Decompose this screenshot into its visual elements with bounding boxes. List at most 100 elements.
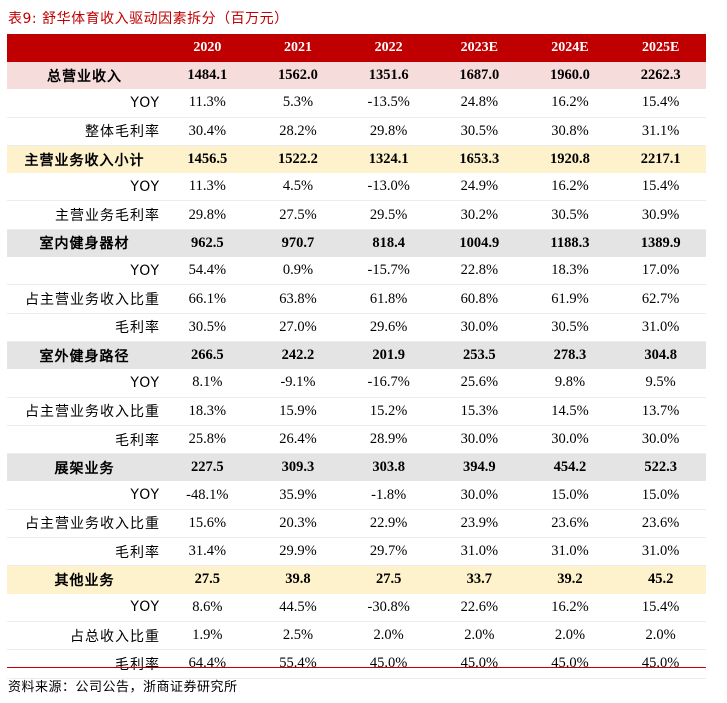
value-cell: 60.8%	[433, 284, 525, 314]
value-cell: 30.0%	[524, 425, 616, 455]
row-label: YOY	[7, 173, 162, 202]
row-label: 毛利率	[7, 649, 162, 679]
row-label: YOY	[7, 89, 162, 118]
value-cell: 0.9%	[252, 257, 344, 286]
table-row: 占主营业务收入比重 15.6% 20.3% 22.9% 23.9% 23.6% 23.6%	[7, 509, 706, 539]
table-row: 占总收入比重 1.9% 2.5% 2.0% 2.0% 2.0% 2.0%	[7, 621, 706, 651]
value-cell: 45.2	[615, 565, 706, 594]
value-cell: 22.8%	[433, 257, 525, 286]
table-row: 室外健身路径 266.5 242.2 201.9 253.5 278.3 304.8	[7, 341, 706, 370]
value-cell: 26.4%	[252, 425, 344, 455]
value-cell: 16.2%	[524, 593, 616, 622]
value-cell: 27.5	[343, 565, 434, 594]
header-cell	[7, 34, 162, 62]
value-cell: 201.9	[343, 341, 434, 370]
value-cell: 14.5%	[524, 397, 616, 426]
value-cell: 45.0%	[343, 649, 434, 679]
table-row: 主营业务收入小计 1456.5 1522.2 1324.1 1653.3 1920.8 22…	[7, 145, 706, 174]
value-cell: -13.5%	[343, 89, 434, 118]
value-cell: 27.0%	[252, 313, 344, 342]
table-row: 毛利率 30.5% 27.0% 29.6% 30.0% 30.5% 31.0%	[7, 313, 706, 342]
value-cell: 11.3%	[162, 89, 253, 118]
row-label: YOY	[7, 481, 162, 510]
value-cell: 303.8	[343, 453, 434, 482]
table-row: 总营业收入 1484.1 1562.0 1351.6 1687.0 1960.0 2262.…	[7, 62, 706, 90]
value-cell: 15.0%	[615, 481, 706, 510]
value-cell: 1522.2	[252, 145, 344, 174]
value-cell: -48.1%	[162, 481, 253, 510]
header-cell: 2025E	[615, 34, 706, 62]
value-cell: 45.0%	[615, 649, 706, 679]
value-cell: 24.9%	[433, 173, 525, 202]
value-cell: 30.5%	[524, 313, 616, 342]
row-label: YOY	[7, 593, 162, 622]
header-cell: 2022	[343, 34, 434, 62]
value-cell: 27.5	[162, 565, 253, 594]
value-cell: 55.4%	[252, 649, 344, 679]
table-bottom-rule	[7, 667, 706, 668]
value-cell: 2262.3	[615, 62, 706, 90]
value-cell: 39.8	[252, 565, 344, 594]
value-cell: 253.5	[433, 341, 525, 370]
value-cell: 9.8%	[524, 369, 616, 398]
row-label: 主营业务收入小计	[7, 145, 162, 174]
value-cell: 29.9%	[252, 537, 344, 567]
value-cell: 33.7	[433, 565, 525, 594]
table-row: 毛利率 31.4% 29.9% 29.7% 31.0% 31.0% 31.0%	[7, 537, 706, 567]
table-title: 表9: 舒华体育收入驱动因素拆分（百万元）	[8, 11, 289, 27]
value-cell: 30.5%	[433, 117, 525, 146]
value-cell: 29.8%	[162, 200, 253, 230]
value-cell: 9.5%	[615, 369, 706, 398]
value-cell: 25.8%	[162, 425, 253, 455]
value-cell: -15.7%	[343, 257, 434, 286]
value-cell: 5.3%	[252, 89, 344, 118]
value-cell: 1351.6	[343, 62, 434, 90]
value-cell: 23.6%	[615, 509, 706, 539]
value-cell: -9.1%	[252, 369, 344, 398]
row-label: YOY	[7, 369, 162, 398]
value-cell: 61.8%	[343, 284, 434, 314]
value-cell: 62.7%	[615, 284, 706, 314]
value-cell: 227.5	[162, 453, 253, 482]
table-row: YOY 8.1% -9.1% -16.7% 25.6% 9.8% 9.5%	[7, 369, 706, 398]
value-cell: 31.0%	[615, 313, 706, 342]
row-label: 毛利率	[7, 425, 162, 455]
value-cell: 30.0%	[615, 425, 706, 455]
table-row: 主营业务毛利率 29.8% 27.5% 29.5% 30.2% 30.5% 30.9%	[7, 200, 706, 230]
table-row: 展架业务 227.5 309.3 303.8 394.9 454.2 522.3	[7, 453, 706, 482]
row-label: 毛利率	[7, 313, 162, 342]
row-label: 室内健身器材	[7, 229, 162, 258]
value-cell: 16.2%	[524, 173, 616, 202]
value-cell: 1920.8	[524, 145, 616, 174]
value-cell: 242.2	[252, 341, 344, 370]
value-cell: 30.8%	[524, 117, 616, 146]
header-row: 2020 2021 2022 2023E 2024E 2025E	[7, 34, 706, 62]
value-cell: 15.0%	[524, 481, 616, 510]
value-cell: 45.0%	[433, 649, 525, 679]
value-cell: 29.6%	[343, 313, 434, 342]
table-row: 整体毛利率 30.4% 28.2% 29.8% 30.5% 30.8% 31.1%	[7, 117, 706, 146]
row-label: YOY	[7, 257, 162, 286]
value-cell: 15.2%	[343, 397, 434, 426]
value-cell: 1004.9	[433, 229, 525, 258]
value-cell: 22.9%	[343, 509, 434, 539]
value-cell: 22.6%	[433, 593, 525, 622]
header-cell: 2021	[252, 34, 344, 62]
value-cell: 266.5	[162, 341, 253, 370]
table-row: 毛利率 64.4% 55.4% 45.0% 45.0% 45.0% 45.0%	[7, 649, 706, 679]
table-row: YOY 54.4% 0.9% -15.7% 22.8% 18.3% 17.0%	[7, 257, 706, 286]
value-cell: 962.5	[162, 229, 253, 258]
row-label: 主营业务毛利率	[7, 200, 162, 230]
value-cell: 15.4%	[615, 89, 706, 118]
value-cell: 28.9%	[343, 425, 434, 455]
value-cell: 18.3%	[524, 257, 616, 286]
value-cell: -1.8%	[343, 481, 434, 510]
row-label: 占总收入比重	[7, 621, 162, 651]
table-row: YOY -48.1% 35.9% -1.8% 30.0% 15.0% 15.0%	[7, 481, 706, 510]
value-cell: 1484.1	[162, 62, 253, 90]
value-cell: 1960.0	[524, 62, 616, 90]
table-row: 室内健身器材 962.5 970.7 818.4 1004.9 1188.3 1389.9	[7, 229, 706, 258]
value-cell: 304.8	[615, 341, 706, 370]
value-cell: 30.0%	[433, 481, 525, 510]
table-row: 占主营业务收入比重 66.1% 63.8% 61.8% 60.8% 61.9% 62.7%	[7, 284, 706, 314]
